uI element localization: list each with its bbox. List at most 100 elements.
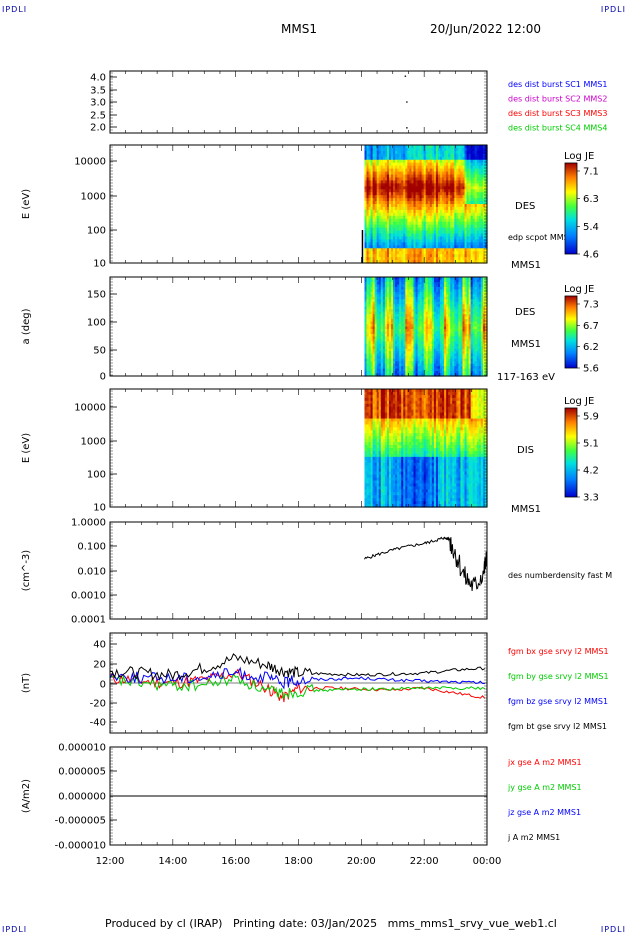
heatmap-3	[364, 277, 488, 377]
p1-legend-3: des dist burst SC3 MMS3	[508, 109, 607, 118]
p1-tick-label-4: 2.5	[90, 111, 106, 122]
p4-colorbar	[564, 407, 578, 498]
p3-right-label-3: 117-163 eV	[497, 372, 555, 383]
p6-tick-label-4: -20	[90, 699, 106, 710]
p6-tick-label-2: 20	[93, 660, 106, 671]
p6-legend-1: fgm bx gse srvy l2 MMS1	[508, 647, 609, 656]
p7-tick-label-1: 0.000010	[58, 743, 106, 754]
p1-point-3	[406, 127, 408, 129]
p1-tick-label-5: 2.0	[90, 123, 106, 134]
p7-tick-label-3: 0.000000	[58, 792, 106, 803]
p4-tick-label-4: 10	[93, 503, 106, 514]
p1-tick-label-1: 4.0	[90, 73, 106, 84]
density-line	[364, 536, 488, 592]
x-tick-label-3: 16:00	[221, 856, 250, 867]
corner-mark-top-left: IPDLI	[2, 5, 28, 14]
p3-right-label-1: DES	[515, 307, 535, 318]
corner-mark-top-right: IPDLI	[600, 5, 626, 14]
x-tick-label-6: 22:00	[410, 856, 439, 867]
p4-colorbar-tick-3: 4.2	[583, 466, 599, 477]
p6-tick-label-3: 0	[100, 680, 106, 691]
b-series-2	[109, 672, 486, 700]
p4-colorbar-title: Log JE	[564, 396, 594, 407]
p3-colorbar-tick-1: 7.3	[583, 300, 599, 311]
x-tick-label-5: 20:00	[347, 856, 376, 867]
p4-colorbar-tick-4: 3.3	[583, 493, 599, 504]
panel-frame-5	[109, 521, 488, 620]
panel-frame-1	[109, 70, 488, 134]
p2-colorbar-tick-3: 5.4	[583, 222, 599, 233]
p7-tick-label-5: -0.000010	[55, 841, 106, 852]
b-series-4	[109, 653, 486, 681]
p1-tick-label-2: 3.5	[90, 86, 106, 97]
p1-legend-4: des dist burst SC4 MMS4	[508, 124, 607, 133]
p2-tick-label-1: 10000	[74, 157, 106, 168]
p7-legend-1: jx gse A m2 MMS1	[507, 758, 582, 767]
p7-ylabel: (A/m2)	[21, 779, 32, 813]
x-tick-label-4: 18:00	[284, 856, 313, 867]
p3-tick-label-4: 0	[100, 372, 106, 383]
p6-legend-4: fgm bt gse srvy l2 MMS1	[508, 722, 607, 731]
p6-ylabel: (nT)	[21, 673, 32, 693]
p2-colorbar-tick-1: 7.1	[583, 167, 599, 178]
p3-right-label-2: MMS1	[511, 339, 541, 350]
p3-colorbar-title: Log JE	[564, 284, 594, 295]
p4-right-label-1: DIS	[517, 445, 534, 456]
p3-colorbar-tick-3: 6.2	[583, 342, 599, 353]
p5-tick-label-3: 0.010	[77, 567, 106, 578]
p7-legend-3: jz gse A m2 MMS1	[507, 808, 581, 817]
p2-right-label-3: MMS1	[511, 260, 541, 271]
heatmap-4	[364, 389, 488, 508]
datetime-title: 20/Jun/2022 12:00	[430, 22, 542, 36]
p7-legend-4: j A m2 MMS1	[507, 833, 560, 842]
p1-point-1	[404, 75, 407, 77]
p3-tick-label-3: 50	[93, 346, 106, 357]
p2-tick-label-3: 100	[87, 226, 106, 237]
corner-mark-bottom-left: IPDLI	[2, 925, 28, 934]
p4-tick-label-3: 100	[87, 470, 106, 481]
p6-legend-3: fgm bz gse srvy l2 MMS1	[508, 697, 608, 706]
p5-tick-label-2: 0.100	[77, 542, 106, 553]
p5-tick-label-4: 0.0010	[71, 591, 106, 602]
p3-colorbar-tick-2: 6.7	[583, 321, 599, 332]
p3-colorbar-tick-4: 5.6	[583, 364, 599, 375]
corner-mark-bottom-right: IPDLI	[600, 925, 626, 934]
p1-point-2	[406, 101, 408, 103]
p1-legend-1: des dist burst SC1 MMS1	[508, 80, 607, 89]
p4-tick-label-2: 1000	[81, 437, 106, 448]
heatmap-2	[364, 145, 488, 264]
p3-tick-label-2: 100	[87, 318, 106, 329]
p5-legend-1: des numberdensity fast M	[508, 571, 612, 580]
x-tick-label-2: 14:00	[158, 856, 187, 867]
p2-colorbar-tick-4: 4.6	[583, 250, 599, 261]
spacecraft-title: MMS1	[281, 22, 317, 36]
p7-tick-label-4: -0.000005	[55, 816, 106, 827]
p7-legend-2: jy gse A m2 MMS1	[507, 783, 582, 792]
p2-tick-label-4: 10	[93, 259, 106, 270]
p1-legend-2: des dist burst SC2 MMS2	[508, 95, 607, 104]
p7-tick-label-2: 0.000005	[58, 767, 106, 778]
p5-ylabel: (cm^-3)	[21, 550, 32, 591]
p3-tick-label-1: 150	[87, 290, 106, 301]
p2-tick-label-2: 1000	[81, 192, 106, 203]
p4-ylabel: E (eV)	[21, 433, 32, 463]
p2-ylabel: E (eV)	[21, 189, 32, 219]
b-series-3	[109, 666, 485, 690]
x-tick-label-1: 12:00	[96, 856, 125, 867]
p4-tick-label-1: 10000	[74, 403, 106, 414]
p2-colorbar	[564, 162, 578, 255]
p3-ylabel: a (deg)	[21, 308, 32, 344]
p3-colorbar	[564, 295, 578, 369]
p4-colorbar-tick-1: 5.9	[583, 412, 599, 423]
p1-tick-label-3: 3.0	[90, 98, 106, 109]
p5-tick-label-1: 1.0000	[71, 518, 106, 529]
p6-tick-label-1: 40	[93, 640, 106, 651]
p2-colorbar-title: Log JE	[564, 151, 594, 162]
p4-right-label-2: MMS1	[511, 504, 541, 515]
p2-right-label-1: DES	[515, 201, 535, 212]
p2-colorbar-tick-2: 6.3	[583, 194, 599, 205]
x-tick-label-7: 00:00	[473, 856, 502, 867]
p4-colorbar-tick-2: 5.1	[583, 439, 599, 450]
footer-text: Produced by cl (IRAP) Printing date: 03/…	[105, 917, 557, 930]
